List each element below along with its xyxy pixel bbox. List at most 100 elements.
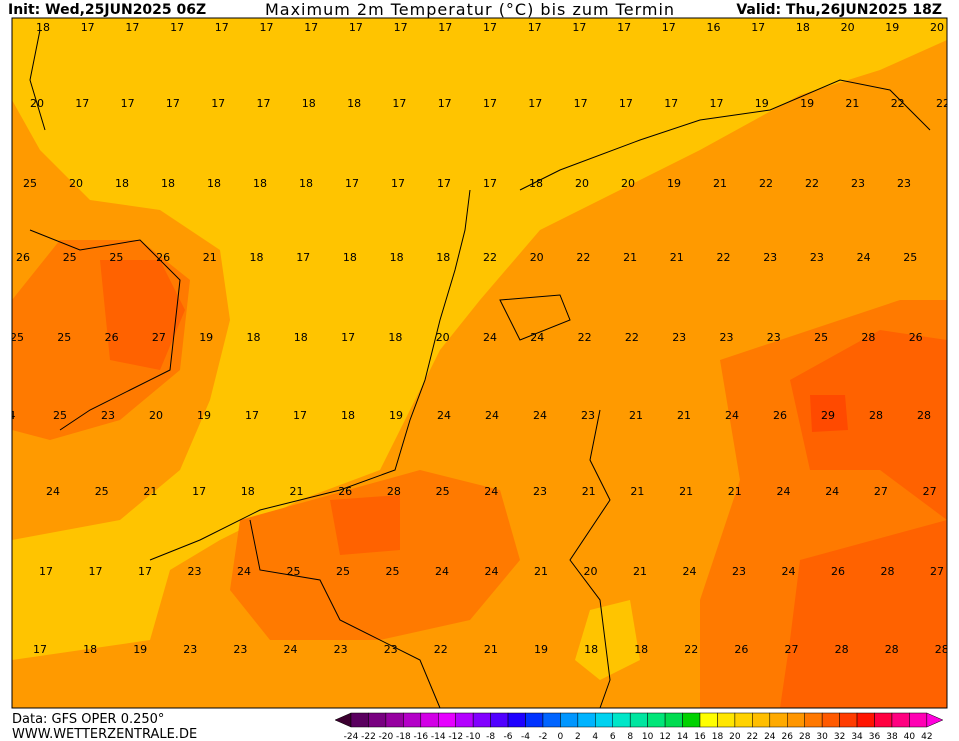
temperature-value: 22 bbox=[625, 331, 639, 344]
temperature-value: 23 bbox=[810, 251, 824, 264]
temperature-value: 19 bbox=[389, 409, 403, 422]
temperature-value: 18 bbox=[390, 251, 404, 264]
temperature-value: 23 bbox=[732, 565, 746, 578]
temperature-value: 17 bbox=[710, 97, 724, 110]
colorbar-label: -2 bbox=[538, 732, 547, 741]
coastlines bbox=[29, 29, 931, 708]
temperature-value: 20 bbox=[841, 21, 855, 34]
temperature-value: 17 bbox=[751, 21, 765, 34]
colorbar-label: 40 bbox=[904, 732, 916, 741]
temperature-value: 29 bbox=[821, 409, 835, 422]
temperature-value: 24 bbox=[857, 251, 871, 264]
temperature-value: 17 bbox=[619, 97, 633, 110]
field-24-26-belgium bbox=[230, 470, 520, 640]
temperature-value: 21 bbox=[143, 485, 157, 498]
temperature-value: 18 bbox=[299, 177, 313, 190]
colorbar-box bbox=[455, 712, 474, 728]
temperature-value: 24 bbox=[483, 331, 497, 344]
temperature-value: 17 bbox=[349, 21, 363, 34]
temperature-value: 17 bbox=[257, 97, 271, 110]
colorbar-box bbox=[560, 712, 579, 728]
temperature-value: 26 bbox=[773, 409, 787, 422]
temperature-value: 21 bbox=[677, 409, 691, 422]
temperature-value: 23 bbox=[851, 177, 865, 190]
temperature-value: 19 bbox=[667, 177, 681, 190]
temperature-value: 20 bbox=[149, 409, 163, 422]
temperature-value: 18 bbox=[347, 97, 361, 110]
map-frame bbox=[11, 17, 948, 709]
temperature-value: 19 bbox=[133, 643, 147, 656]
temperature-value: 24 bbox=[435, 565, 449, 578]
temperature-value: 22 bbox=[576, 251, 590, 264]
colorbar-label: 38 bbox=[886, 732, 898, 741]
colorbar: -24 -22 -20 -18 -16 -14 -12 -10 -8 -6 -4 -2 0 2 4 6 8 10 1… bbox=[334, 712, 944, 741]
temperature-value: 27 bbox=[785, 643, 799, 656]
temperature-value: 24 bbox=[725, 409, 739, 422]
colorbar-label: -20 bbox=[379, 732, 394, 741]
colorbar-box bbox=[769, 712, 788, 728]
temperature-value: 17 bbox=[438, 21, 452, 34]
colorbar-label: -16 bbox=[413, 732, 428, 741]
temperature-value: 20 bbox=[530, 251, 544, 264]
temperature-value: 25 bbox=[287, 565, 301, 578]
temperature-value: 24 bbox=[284, 643, 298, 656]
temperature-value: 25 bbox=[57, 331, 71, 344]
temperature-value: 4 bbox=[9, 409, 16, 422]
temperature-value: 24 bbox=[530, 331, 544, 344]
colorbar-label: 4 bbox=[592, 732, 598, 741]
colorbar-box bbox=[909, 712, 928, 728]
temperature-value: 25 bbox=[814, 331, 828, 344]
field-18-20-south bbox=[575, 600, 640, 680]
colorbar-box bbox=[385, 712, 404, 728]
temperature-value: 17 bbox=[166, 97, 180, 110]
temperature-value: 17 bbox=[394, 21, 408, 34]
temperature-value: 19 bbox=[199, 331, 213, 344]
temperature-value: 28 bbox=[869, 409, 883, 422]
temperature-value: 23 bbox=[233, 643, 247, 656]
colorbar-label: 6 bbox=[610, 732, 616, 741]
colorbar-label: -10 bbox=[466, 732, 481, 741]
temperature-value: 21 bbox=[728, 485, 742, 498]
temperature-value: 17 bbox=[39, 565, 53, 578]
temperature-value: 17 bbox=[296, 251, 310, 264]
colorbar-label: 42 bbox=[921, 732, 932, 741]
colorbar-box bbox=[472, 712, 491, 728]
temperature-value: 21 bbox=[484, 643, 498, 656]
temperature-value: 17 bbox=[245, 409, 259, 422]
temperature-value: 18 bbox=[115, 177, 129, 190]
colorbar-label: 8 bbox=[627, 732, 633, 741]
temperature-value: 23 bbox=[188, 565, 202, 578]
colorbar-box bbox=[420, 712, 439, 728]
colorbar-box bbox=[839, 712, 858, 728]
temperature-value: 18 bbox=[341, 409, 355, 422]
temperature-value: 17 bbox=[89, 565, 103, 578]
temperature-value: 20 bbox=[584, 565, 598, 578]
temperature-value: 27 bbox=[930, 565, 944, 578]
temperature-value: 19 bbox=[885, 21, 899, 34]
temperature-value: 24 bbox=[437, 409, 451, 422]
temperature-value: 17 bbox=[341, 331, 355, 344]
temperature-value: 26 bbox=[105, 331, 119, 344]
colorbar-box bbox=[874, 712, 893, 728]
website: WWW.WETTERZENTRALE.DE bbox=[12, 727, 197, 741]
temperature-value: 24 bbox=[683, 565, 697, 578]
temperature-value: 25 bbox=[436, 485, 450, 498]
colorbar-label: 30 bbox=[816, 732, 828, 741]
temperature-value: 20 bbox=[930, 21, 944, 34]
colorbar-label: 10 bbox=[642, 732, 654, 741]
colorbar-box bbox=[891, 712, 910, 728]
temperature-value: 17 bbox=[483, 21, 497, 34]
temperature-value: 23 bbox=[101, 409, 115, 422]
colorbar-box bbox=[856, 712, 875, 728]
colorbar-label: -12 bbox=[448, 732, 463, 741]
colorbar-box bbox=[525, 712, 544, 728]
temperature-value: 23 bbox=[720, 331, 734, 344]
colorbar-label: 18 bbox=[712, 732, 724, 741]
temperature-value: 18 bbox=[241, 485, 255, 498]
temperature-value: 17 bbox=[345, 177, 359, 190]
colorbar-box bbox=[577, 712, 596, 728]
colorbar-right-arrow bbox=[926, 712, 944, 728]
temperature-value: 17 bbox=[392, 97, 406, 110]
colorbar-box bbox=[717, 712, 736, 728]
temperature-value: 28 bbox=[861, 331, 875, 344]
